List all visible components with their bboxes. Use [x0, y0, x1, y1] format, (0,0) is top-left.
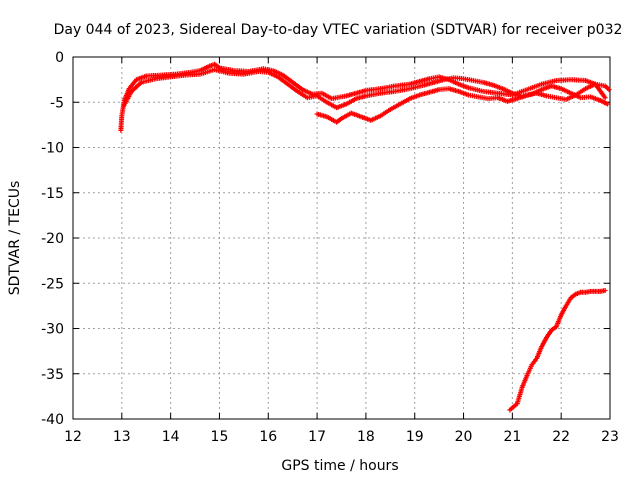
- data-point: [606, 87, 612, 93]
- x-tick-label: 14: [162, 429, 180, 445]
- y-tick-label: -30: [41, 322, 64, 338]
- x-tick-label: 20: [455, 429, 473, 445]
- chart-title: Day 044 of 2023, Sidereal Day-to-day VTE…: [54, 22, 623, 38]
- x-tick-label: 21: [503, 429, 521, 445]
- y-tick-label: -10: [41, 141, 64, 157]
- x-tick-label: 17: [308, 429, 326, 445]
- y-tick-label: -25: [41, 276, 64, 292]
- y-tick-labels: 0 -5 -10 -15 -20 -25 -30 -35 -40: [41, 50, 64, 428]
- data-point: [602, 287, 608, 293]
- x-tick-label: 16: [259, 429, 277, 445]
- y-tick-label: -5: [50, 95, 64, 111]
- data-point: [605, 101, 611, 107]
- data-point: [602, 95, 608, 101]
- satellite-track-rising: [507, 287, 608, 413]
- x-tick-label: 12: [64, 429, 82, 445]
- data-marks: [118, 61, 612, 413]
- x-tick-label: 18: [357, 429, 375, 445]
- y-tick-label: -40: [41, 412, 64, 428]
- y-tick-label: -15: [41, 186, 64, 202]
- x-tick-label: 23: [601, 429, 619, 445]
- x-tick-labels: 12 13 14 15 16 17 18 19 20 21 22 23: [64, 429, 619, 445]
- y-tick-label: -20: [41, 231, 64, 247]
- y-axis-label: SDTVAR / TECUs: [7, 181, 23, 296]
- x-tick-label: 19: [406, 429, 424, 445]
- x-axis-label: GPS time / hours: [281, 458, 398, 474]
- x-tick-label: 15: [211, 429, 229, 445]
- x-tick-label: 22: [552, 429, 570, 445]
- satellite-track-lower: [314, 81, 612, 125]
- y-tick-label: 0: [55, 50, 64, 66]
- x-tick-label: 13: [113, 429, 131, 445]
- y-tick-label: -35: [41, 367, 64, 383]
